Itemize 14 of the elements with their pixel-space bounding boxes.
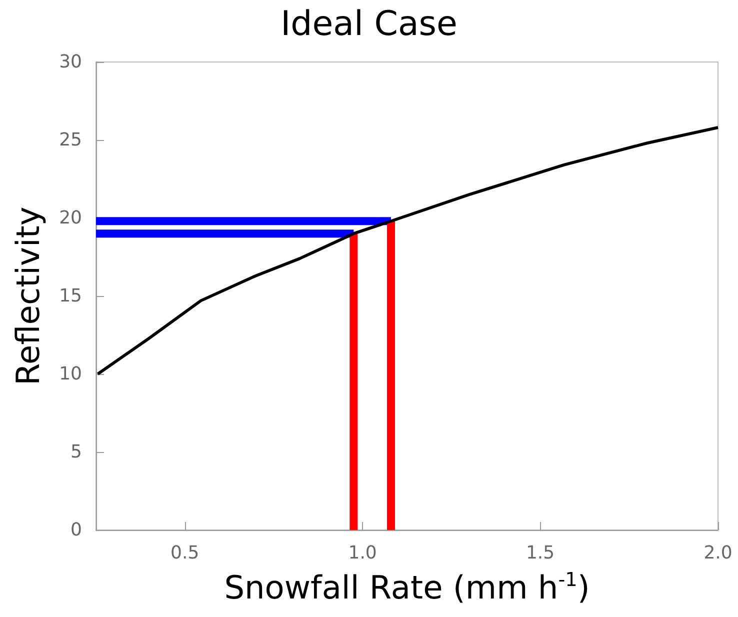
x-tick-label: 0.5 — [170, 542, 200, 564]
y-tick-label: 5 — [70, 442, 82, 462]
y-tick-label: 10 — [59, 364, 82, 384]
y-tick-label: 15 — [59, 286, 82, 306]
y-tick-label: 20 — [59, 208, 82, 228]
x-tick-label: 2.0 — [704, 542, 732, 564]
chart-title: Ideal Case — [280, 4, 458, 44]
line-series — [96, 126, 720, 376]
x-tick-label: 1.5 — [526, 542, 555, 564]
y-axis-title: Reflectivity — [9, 206, 47, 386]
x-tick-label: 1.0 — [348, 542, 377, 564]
y-tick-label: 30 — [59, 52, 82, 72]
y-tick-label: 0 — [70, 520, 82, 540]
y-tick-label: 25 — [59, 130, 82, 150]
